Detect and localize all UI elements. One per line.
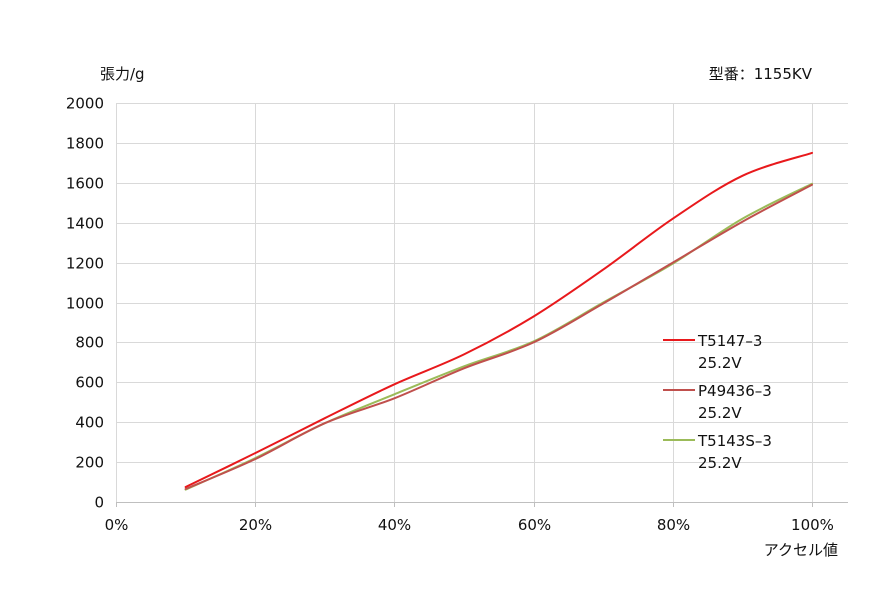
grid (116, 103, 848, 502)
series-line-1 (184, 151, 813, 488)
x-tick-label: 100% (791, 516, 834, 534)
y-tick-label: 0 (94, 494, 104, 512)
legend: T5147–3 25.2V P49436–3 25.2V T5143S–3 25.2V (663, 332, 772, 472)
legend-item: T5147–3 25.2V (663, 332, 762, 372)
legend-label-line: P49436–3 (698, 382, 772, 400)
x-tick-label: 20% (239, 516, 272, 534)
x-tick-label: 40% (378, 516, 411, 534)
y-tick-label: 200 (75, 454, 104, 472)
series-lines (184, 151, 813, 491)
legend-label-line: 25.2V (698, 354, 742, 372)
x-tick-label: 0% (105, 516, 129, 534)
y-tick-label: 1000 (66, 295, 104, 313)
legend-item: T5143S–3 25.2V (663, 432, 772, 472)
y-tick-label: 600 (75, 374, 104, 392)
legend-item: P49436–3 25.2V (663, 382, 772, 422)
legend-label-line: T5143S–3 (697, 432, 772, 450)
y-tick-label: 1400 (66, 215, 104, 233)
y-tick-label: 1800 (66, 135, 104, 153)
series-line-2 (184, 183, 813, 490)
legend-label: T5143S–3 25.2V (697, 432, 772, 472)
legend-label: T5147–3 25.2V (697, 332, 762, 372)
y-axis-title: 張力/g (100, 65, 145, 83)
x-tick-label: 80% (657, 516, 690, 534)
model-annotation: 型番：1155KV (709, 65, 813, 83)
y-tick-label: 2000 (66, 95, 104, 113)
y-tick-label: 1600 (66, 175, 104, 193)
y-tick-label: 1200 (66, 255, 104, 273)
legend-label-line: 25.2V (698, 404, 742, 422)
y-tick-label: 400 (75, 414, 104, 432)
x-axis-title: アクセル値 (764, 541, 838, 559)
legend-label-line: T5147–3 (697, 332, 762, 350)
legend-label: P49436–3 25.2V (698, 382, 772, 422)
legend-label-line: 25.2V (698, 454, 742, 472)
axes: 0 200 400 600 800 1000 1200 1400 1600 1800 2000 0% 2… (66, 95, 848, 534)
y-tick-label: 800 (75, 334, 104, 352)
x-tick-label: 60% (518, 516, 551, 534)
